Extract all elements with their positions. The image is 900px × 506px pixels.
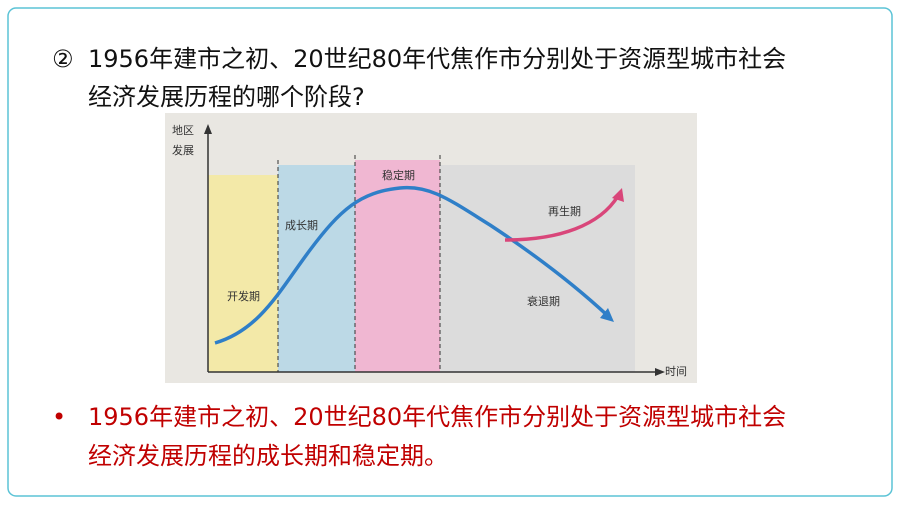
answer-bullet: • — [52, 403, 66, 431]
stage-dividers — [277, 155, 441, 372]
curve-arrow — [600, 308, 614, 322]
figure: 地区 发展 时间 开发期 成长期 稳定期 再生期 衰退期 — [165, 113, 697, 383]
answer-line: 1956年建市之初、20世纪80年代焦作市分别处于资源型城市社会 — [88, 403, 786, 431]
stage-label: 稳定期 — [382, 168, 415, 182]
answer-line: 经济发展历程的成长期和稳定期。 — [88, 442, 448, 470]
y-axis-label: 发展 — [172, 143, 194, 157]
stage-label: 再生期 — [548, 204, 581, 218]
stage-band — [440, 165, 635, 372]
development-curve — [214, 185, 610, 345]
axis-arrow — [204, 124, 212, 134]
axis-arrow — [655, 368, 665, 376]
stage-band — [278, 165, 355, 372]
y-axis-label: 地区 — [172, 124, 194, 137]
curve-arrow — [612, 188, 624, 202]
question-number: ② — [52, 45, 74, 73]
stage-band — [208, 175, 278, 372]
regeneration-curve — [504, 195, 620, 242]
question-line: 经济发展历程的哪个阶段? — [88, 83, 365, 111]
question-line: 1956年建市之初、20世纪80年代焦作市分别处于资源型城市社会 — [88, 45, 786, 73]
stage-label: 成长期 — [285, 219, 318, 232]
stage-label: 衰退期 — [527, 294, 560, 308]
x-axis-label: 时间 — [665, 365, 687, 378]
stage-label: 开发期 — [227, 289, 260, 303]
